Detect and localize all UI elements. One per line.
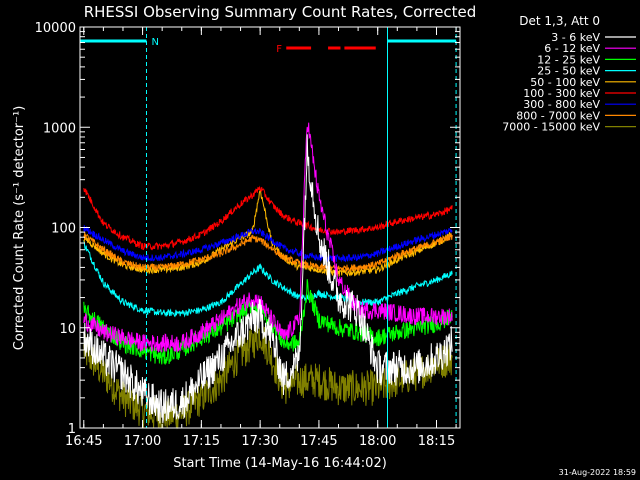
legend-label: 100 - 300 keV — [523, 87, 600, 100]
legend-label: 12 - 25 keV — [537, 53, 600, 66]
legend-label: 6 - 12 keV — [544, 42, 600, 55]
y-tick-label: 10000 — [35, 21, 76, 36]
series-line-300-800-kev — [83, 225, 453, 263]
y-axis: 1 10 100 1000 10000 — [35, 21, 460, 437]
series-group — [83, 122, 453, 430]
footer-date: 31-Aug-2022 18:59 — [559, 468, 636, 477]
x-tick-label: 17:00 — [124, 434, 161, 449]
chart-title: RHESSI Observing Summary Count Rates, Co… — [84, 3, 477, 21]
flare-label: F — [276, 44, 282, 55]
series-line-100-300-kev — [83, 185, 453, 251]
x-tick-label: 17:45 — [300, 434, 337, 449]
x-tick-label: 18:00 — [359, 434, 396, 449]
series-line-3-6-kev — [83, 134, 453, 424]
series-line-50-100-kev — [83, 189, 453, 278]
legend-label: 800 - 7000 keV — [516, 109, 600, 122]
legend-label: 50 - 100 keV — [530, 76, 600, 89]
x-tick-label: 18:15 — [418, 434, 455, 449]
legend-label: 3 - 6 keV — [551, 31, 600, 44]
x-tick-label: 17:15 — [183, 434, 220, 449]
x-tick-label: 17:30 — [241, 434, 278, 449]
series-line-7000-15000-kev — [83, 325, 453, 430]
x-axis-label: Start Time (14-May-16 16:44:02) — [173, 456, 387, 471]
y-tick-label: 1000 — [43, 121, 76, 136]
y-axis-label: Corrected Count Rate (s⁻¹ detector⁻¹) — [12, 106, 27, 351]
night-label: N — [151, 37, 158, 48]
y-tick-label: 100 — [51, 222, 76, 237]
series-line-6-12-kev — [83, 122, 453, 353]
y-tick-label: 10 — [59, 322, 76, 337]
legend-header: Det 1,3, Att 0 — [519, 14, 600, 28]
x-axis: 16:45 17:00 17:15 17:30 17:45 18:00 18:15 — [65, 27, 457, 449]
series-line-25-50-kev — [83, 240, 453, 318]
x-tick-label: 16:45 — [65, 434, 102, 449]
legend-label: 7000 - 15000 keV — [502, 121, 600, 134]
legend-label: 300 - 800 keV — [523, 98, 600, 111]
y-tick-label: 1 — [68, 422, 76, 437]
legend-label: 25 - 50 keV — [537, 65, 600, 78]
series-line-800-7000-kev — [83, 231, 453, 273]
